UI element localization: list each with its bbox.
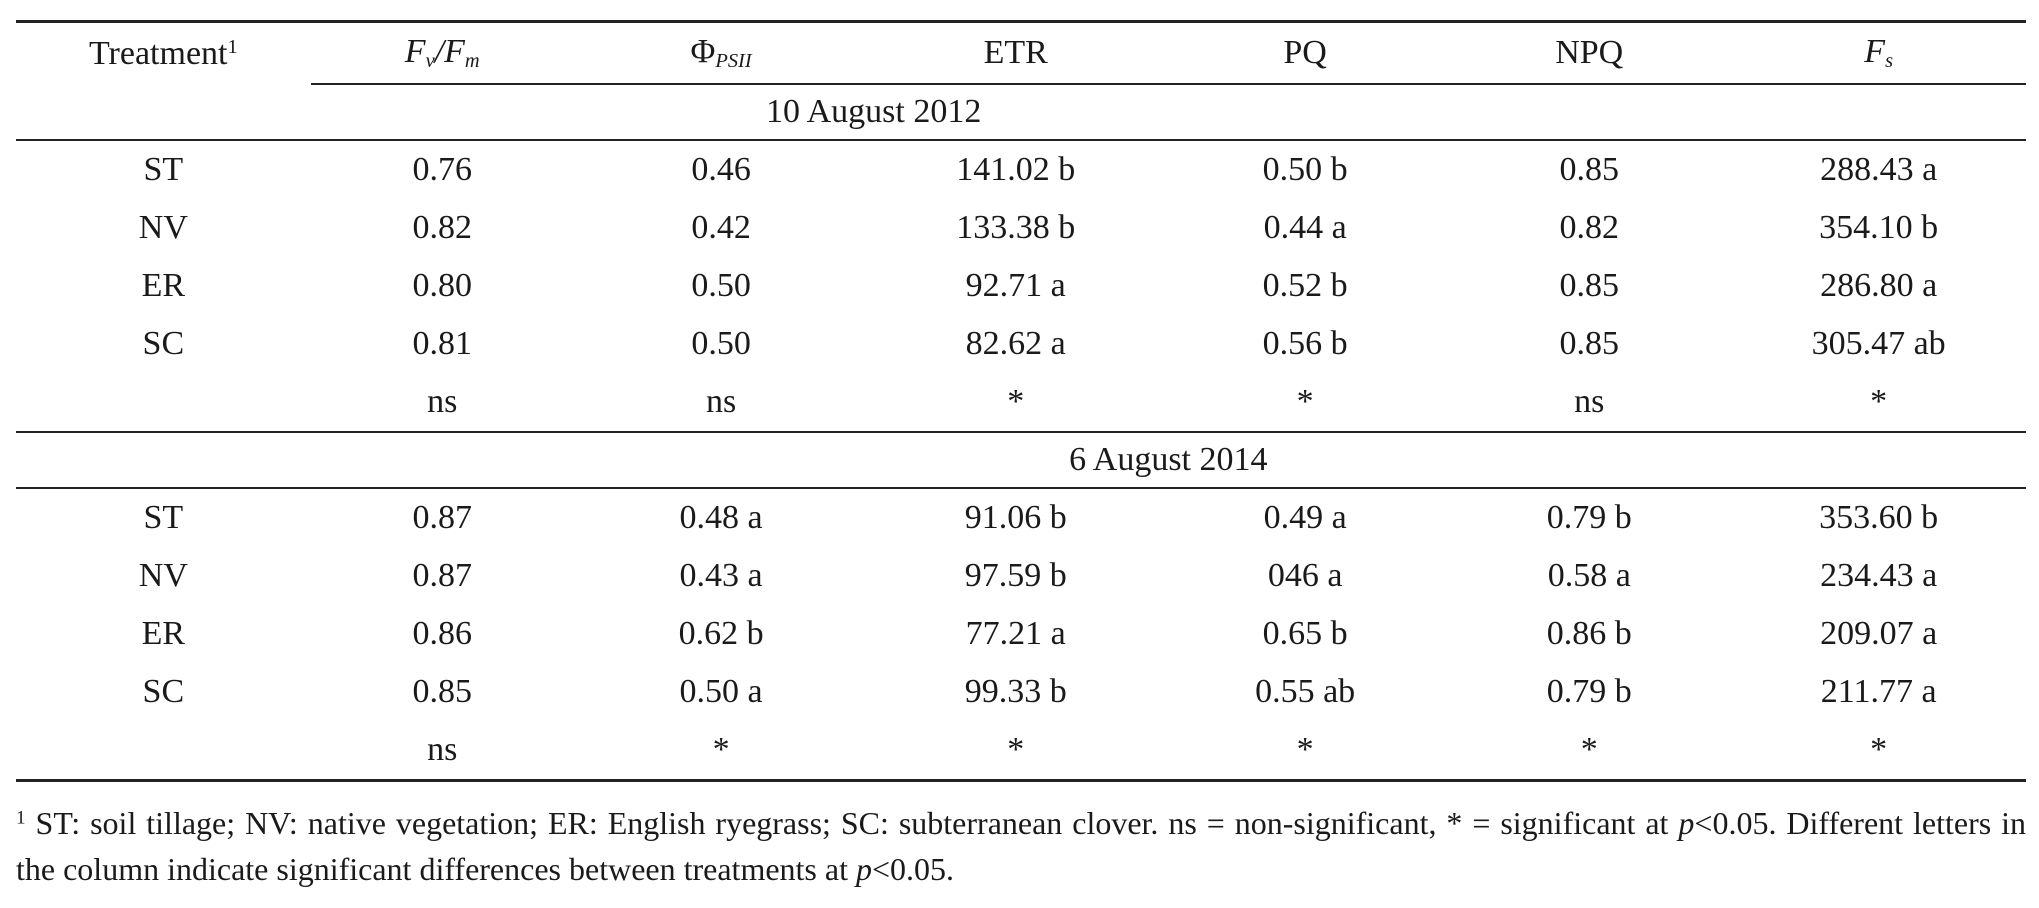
value-cell: 133.38 b — [956, 209, 1076, 246]
table-row: ER 0.80 0.50 92.71 a 0.52 b 0.85 286.80 a — [16, 257, 2026, 315]
header-etr: ETR — [983, 34, 1048, 71]
significance-row: ns * * * * * — [16, 721, 2026, 781]
value-cell: 0.49 a — [1263, 499, 1347, 536]
value-cell: 0.85 — [1559, 151, 1619, 188]
value-cell: 82.62 a — [965, 325, 1066, 362]
significance-cell — [16, 721, 311, 781]
value-cell: 211.77 a — [1820, 673, 1937, 710]
significance-cell: * — [1870, 731, 1888, 768]
section-date: 6 August 2014 — [1069, 441, 1268, 478]
treatment-cell: ST — [143, 151, 184, 188]
value-cell: 0.56 b — [1262, 325, 1348, 362]
value-cell: 0.62 b — [678, 615, 764, 652]
significance-cell: ns — [705, 383, 737, 420]
significance-cell: ns — [427, 731, 458, 768]
value-cell: 99.33 b — [964, 673, 1067, 710]
value-cell: 234.43 a — [1820, 557, 1938, 594]
value-cell: 305.47 ab — [1811, 325, 1946, 362]
value-cell: 0.85 — [1559, 325, 1619, 362]
treatment-cell: ER — [141, 615, 186, 652]
significance-row: ns ns * * ns * — [16, 373, 2026, 432]
value-cell: 0.79 b — [1546, 499, 1632, 536]
significance-cell: * — [1296, 731, 1314, 768]
treatment-cell: ER — [141, 267, 186, 304]
value-cell: 0.46 — [691, 151, 751, 188]
treatment-cell: NV — [138, 209, 188, 246]
value-cell: 77.21 a — [965, 615, 1066, 652]
table-row: ST 0.76 0.46 141.02 b 0.50 b 0.85 288.43 a — [16, 141, 2026, 199]
value-cell: 0.85 — [1559, 267, 1619, 304]
value-cell: 141.02 b — [956, 151, 1076, 188]
header-row: Treatment1 Fv/Fm ΦPSII ETR PQ NPQ Fs — [16, 23, 2026, 84]
table-row: SC 0.81 0.50 82.62 a 0.56 b 0.85 305.47 ab — [16, 315, 2026, 373]
value-cell: 0.48 a — [679, 499, 763, 536]
section-date-row: 6 August 2014 — [16, 433, 2026, 488]
significance-cell: * — [1296, 383, 1314, 420]
table-row: NV 0.82 0.42 133.38 b 0.44 a 0.82 354.10 b — [16, 199, 2026, 257]
value-cell: 0.50 — [691, 267, 751, 304]
section-date-row: 10 August 2012 — [16, 85, 2026, 140]
treatment-cell: NV — [138, 557, 188, 594]
header-phi-psii: ΦPSII — [690, 32, 752, 73]
value-cell: 0.87 — [412, 499, 472, 536]
header-npq: NPQ — [1555, 34, 1624, 71]
significance-cell: ns — [427, 383, 458, 420]
significance-cell: * — [1870, 383, 1888, 420]
value-cell: 0.50 — [691, 325, 751, 362]
header-treatment: Treatment1 — [88, 35, 238, 72]
value-cell: 353.60 b — [1819, 499, 1939, 536]
value-cell: 0.82 — [1559, 209, 1619, 246]
data-table: Treatment1 Fv/Fm ΦPSII ETR PQ NPQ Fs 10 … — [16, 20, 2026, 783]
value-cell: 209.07 a — [1820, 615, 1938, 652]
value-cell: 0.82 — [412, 209, 472, 246]
value-cell: 046 a — [1267, 557, 1343, 594]
value-cell: 92.71 a — [965, 267, 1066, 304]
section-date: 10 August 2012 — [765, 93, 982, 130]
value-cell: 286.80 a — [1820, 267, 1938, 304]
treatment-cell: SC — [142, 673, 185, 710]
header-fs: Fs — [1864, 32, 1893, 73]
header-pq: PQ — [1283, 34, 1327, 71]
value-cell: 91.06 b — [964, 499, 1067, 536]
value-cell: 354.10 b — [1819, 209, 1939, 246]
significance-cell: * — [1007, 383, 1025, 420]
value-cell: 0.85 — [412, 673, 472, 710]
value-cell: 0.86 — [412, 615, 472, 652]
significance-cell: * — [1007, 731, 1025, 768]
section-date-blank — [16, 433, 311, 488]
value-cell: 0.52 b — [1262, 267, 1348, 304]
significance-cell: * — [1580, 731, 1598, 768]
significance-cell: * — [712, 731, 730, 768]
value-cell: 0.87 — [412, 557, 472, 594]
value-cell: 97.59 b — [964, 557, 1067, 594]
value-cell: 0.44 a — [1263, 209, 1347, 246]
footnote: 1 ST: soil tillage; NV: native vegetatio… — [16, 805, 2027, 887]
significance-cell: ns — [1574, 383, 1605, 420]
value-cell: 0.81 — [412, 325, 472, 362]
treatment-cell: SC — [142, 325, 185, 362]
value-cell: 0.50 b — [1262, 151, 1348, 188]
value-cell: 0.86 b — [1546, 615, 1632, 652]
value-cell: 0.55 ab — [1255, 673, 1356, 710]
value-cell: 0.50 a — [679, 673, 763, 710]
value-cell: 0.42 — [691, 209, 751, 246]
significance-cell — [16, 373, 311, 432]
header-fvfm: Fv/Fm — [404, 32, 480, 73]
value-cell: 288.43 a — [1820, 151, 1938, 188]
value-cell: 0.58 a — [1547, 557, 1631, 594]
table-row: ER 0.86 0.62 b 77.21 a 0.65 b 0.86 b 209.07 a — [16, 605, 2026, 663]
value-cell: 0.79 b — [1546, 673, 1632, 710]
table-row: SC 0.85 0.50 a 99.33 b 0.55 ab 0.79 b 211.77 a — [16, 663, 2026, 721]
table-row: NV 0.87 0.43 a 97.59 b 046 a 0.58 a 234.43 a — [16, 547, 2026, 605]
table-row: ST 0.87 0.48 a 91.06 b 0.49 a 0.79 b 353.60 b — [16, 489, 2026, 547]
value-cell: 0.43 a — [679, 557, 763, 594]
value-cell: 0.76 — [412, 151, 472, 188]
treatment-cell: ST — [143, 499, 184, 536]
value-cell: 0.65 b — [1262, 615, 1348, 652]
value-cell: 0.80 — [412, 267, 472, 304]
